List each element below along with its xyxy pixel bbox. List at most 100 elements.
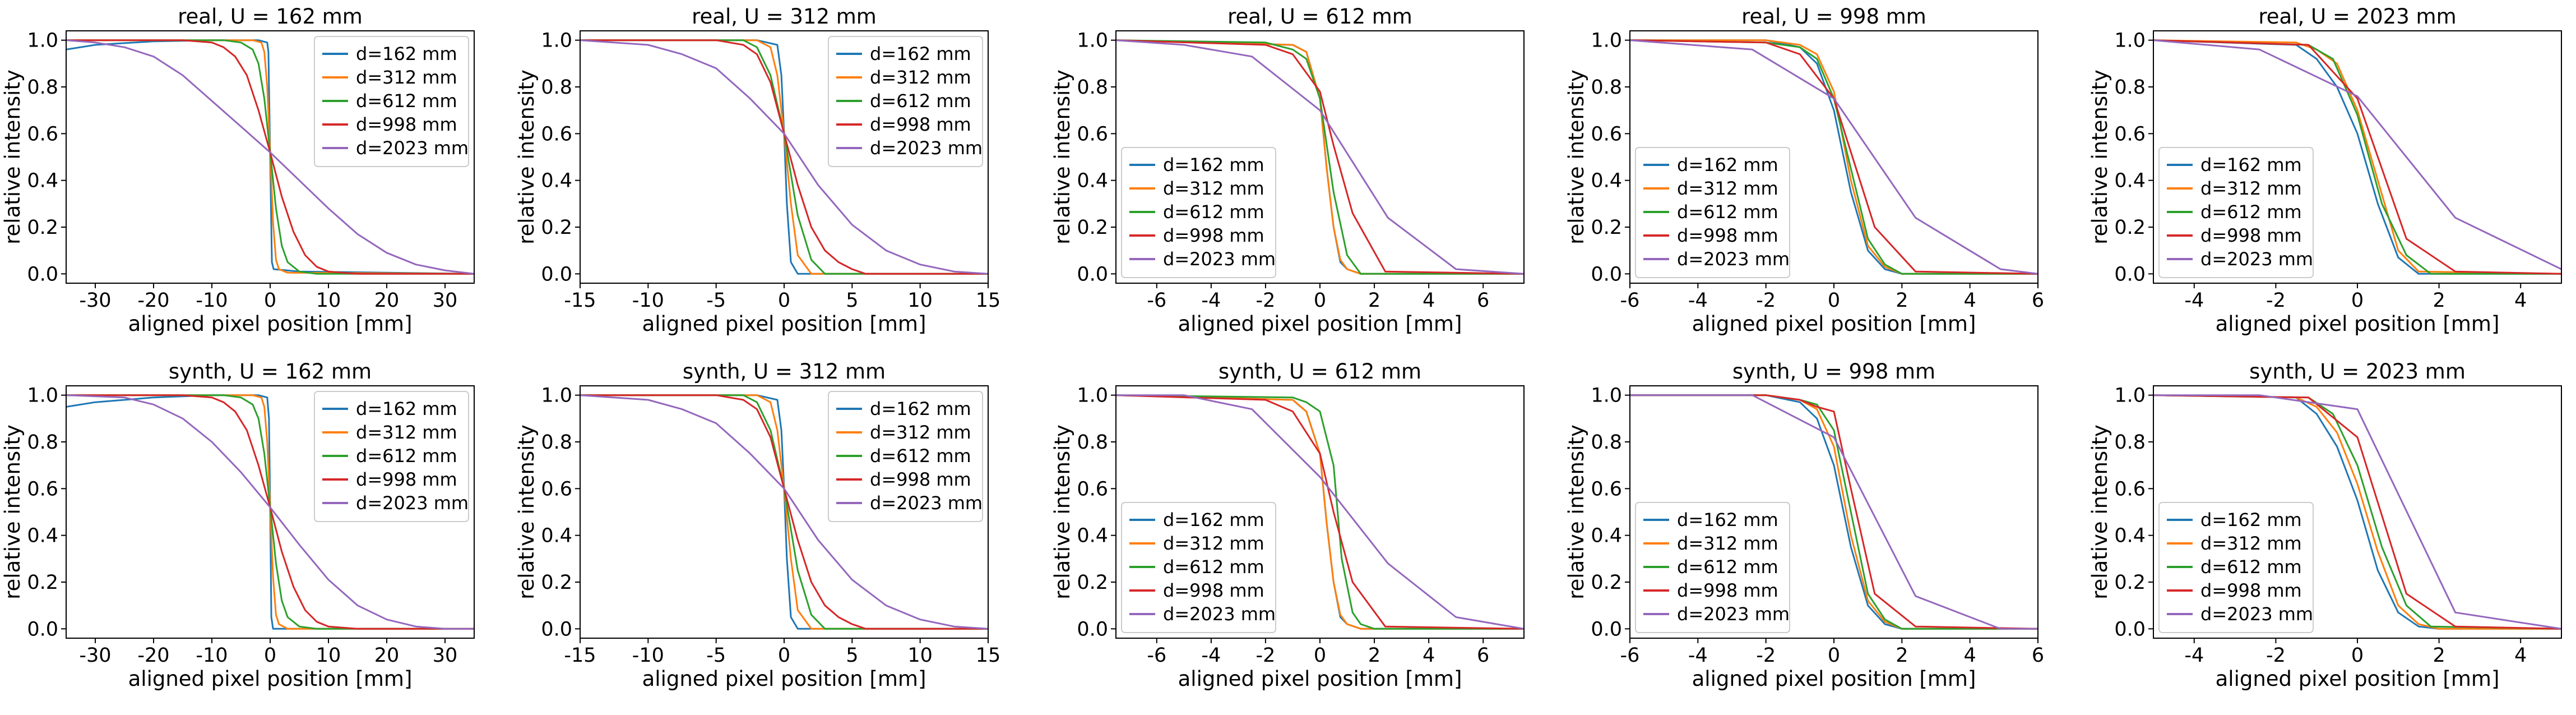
legend-entry: d=312 mm xyxy=(836,422,971,443)
legend-label: d=612 mm xyxy=(1677,556,1778,578)
x-tick-label: -15 xyxy=(564,644,596,667)
legend-entry: d=998 mm xyxy=(1643,580,1778,601)
y-tick-label: 0.8 xyxy=(2114,431,2146,454)
y-tick-label: 0.2 xyxy=(27,216,58,239)
y-tick-label: 1.0 xyxy=(27,30,58,52)
series-line xyxy=(1116,39,1524,275)
panel-title: synth, U = 998 mm xyxy=(1732,359,1935,384)
legend-entry: d=312 mm xyxy=(1643,533,1778,554)
x-tick-label: 2 xyxy=(2433,289,2445,312)
legend-label: d=162 mm xyxy=(870,398,971,419)
legend-box xyxy=(314,36,469,167)
legend-entry: d=162 mm xyxy=(836,43,971,64)
y-tick-label: 0.8 xyxy=(27,431,58,454)
legend: d=162 mmd=312 mmd=612 mmd=998 mmd=2023 m… xyxy=(1635,502,1790,633)
x-axis-label: aligned pixel position [mm] xyxy=(642,312,926,336)
y-tick-label: 0.4 xyxy=(1591,170,1622,192)
legend-label: d=162 mm xyxy=(870,43,971,64)
series-line xyxy=(2153,39,2561,275)
series-line xyxy=(2153,39,2561,275)
x-tick-label: 20 xyxy=(374,289,400,312)
x-tick-label: -4 xyxy=(2184,289,2204,312)
legend-entry: d=2023 mm xyxy=(322,137,469,159)
subplot-panel: real, U = 612 mm -6 -4 -2 0 2 4 6 0.0 0.2 0.4 0.6 0.… xyxy=(1050,4,1525,336)
series-line xyxy=(1116,394,1524,630)
legend: d=162 mmd=312 mmd=612 mmd=998 mmd=2023 m… xyxy=(1121,147,1276,278)
legend-label: d=612 mm xyxy=(1163,556,1264,578)
y-tick-label: 0.6 xyxy=(27,123,58,145)
x-tick-label: 6 xyxy=(2032,289,2044,312)
y-tick-label: 0.2 xyxy=(2114,571,2146,594)
legend: d=162 mmd=312 mmd=612 mmd=998 mmd=2023 m… xyxy=(2158,147,2314,278)
series-line xyxy=(1116,39,1524,275)
legend-entry: d=998 mm xyxy=(2167,225,2302,246)
series-line xyxy=(1116,394,1524,630)
subplot-panel: real, U = 2023 mm -4 -2 0 2 4 0.0 0.2 0.4 0.6 0.8 1… xyxy=(2088,4,2562,336)
legend-label: d=162 mm xyxy=(356,43,457,64)
y-axis-label: relative intensity xyxy=(515,425,539,599)
subplot-panel: real, U = 162 mm -30 -20 -10 0 10 20 30 0.0 0.2 0.… xyxy=(1,4,475,336)
y-tick-label: 0.0 xyxy=(1077,618,1108,640)
x-tick-label: -5 xyxy=(706,644,726,667)
legend-label: d=998 mm xyxy=(356,469,457,490)
y-tick-label: 0.4 xyxy=(27,170,58,192)
series-line xyxy=(2153,39,2561,270)
series-line xyxy=(66,394,474,630)
x-tick-label: 15 xyxy=(976,644,1001,667)
legend-label: d=2023 mm xyxy=(870,492,983,514)
panel-title: synth, U = 162 mm xyxy=(169,359,372,384)
y-tick-label: 1.0 xyxy=(541,30,572,52)
y-tick-label: 1.0 xyxy=(2114,30,2146,52)
legend-entry: d=612 mm xyxy=(1643,201,1778,223)
y-axis-label: relative intensity xyxy=(1,70,25,245)
legend-entry: d=612 mm xyxy=(2167,201,2302,223)
series-line xyxy=(1630,39,2038,275)
y-tick-label: 0.6 xyxy=(1591,123,1622,145)
x-tick-label: -4 xyxy=(1688,289,1708,312)
legend: d=162 mmd=312 mmd=612 mmd=998 mmd=2023 m… xyxy=(1635,147,1790,278)
legend-entry: d=998 mm xyxy=(1129,580,1264,601)
legend-label: d=998 mm xyxy=(1677,225,1778,246)
x-tick-label: 0 xyxy=(2351,289,2364,312)
y-tick-label: 1.0 xyxy=(1591,30,1622,52)
legend-label: d=612 mm xyxy=(356,445,457,467)
x-tick-label: 2 xyxy=(1368,644,1380,667)
y-tick-label: 0.2 xyxy=(2114,216,2146,239)
legend-label: d=998 mm xyxy=(356,114,457,135)
y-tick-label: 0.2 xyxy=(1077,216,1108,239)
y-tick-label: 0.4 xyxy=(541,525,572,547)
x-axis-label: aligned pixel position [mm] xyxy=(1692,312,1976,336)
series-group xyxy=(66,394,474,630)
x-tick-label: 0 xyxy=(778,644,790,667)
legend-label: d=2023 mm xyxy=(870,137,983,159)
y-axis-label: relative intensity xyxy=(2088,70,2112,245)
y-axis-label: relative intensity xyxy=(1564,425,1588,599)
x-axis-label: aligned pixel position [mm] xyxy=(128,667,413,691)
series-line xyxy=(580,39,988,275)
legend-label: d=162 mm xyxy=(2200,154,2302,176)
x-axis-label: aligned pixel position [mm] xyxy=(1178,312,1462,336)
y-tick-label: 0.0 xyxy=(1077,263,1108,285)
y-tick-label: 0.6 xyxy=(2114,123,2146,145)
y-tick-label: 0.2 xyxy=(1591,571,1622,594)
legend-label: d=998 mm xyxy=(1163,580,1264,601)
legend-entry: d=312 mm xyxy=(1129,178,1264,199)
y-axis-label: relative intensity xyxy=(1,425,25,599)
x-tick-label: -20 xyxy=(137,644,169,667)
legend-label: d=998 mm xyxy=(2200,580,2302,601)
x-tick-label: 4 xyxy=(1964,644,1976,667)
x-tick-label: -6 xyxy=(1147,289,1166,312)
series-group xyxy=(66,39,474,275)
legend-label: d=998 mm xyxy=(1163,225,1264,246)
x-tick-label: 4 xyxy=(2514,289,2527,312)
subplot-panel: synth, U = 162 mm -30 -20 -10 0 10 20 30 0.0 0.2 0… xyxy=(1,359,475,691)
y-tick-label: 0.8 xyxy=(1591,431,1622,454)
legend-label: d=2023 mm xyxy=(2200,603,2313,625)
legend-label: d=612 mm xyxy=(2200,201,2302,223)
x-tick-label: -4 xyxy=(1688,644,1708,667)
legend-label: d=312 mm xyxy=(1677,178,1778,199)
legend-entry: d=312 mm xyxy=(836,67,971,88)
x-tick-label: 10 xyxy=(316,644,341,667)
x-tick-label: -20 xyxy=(137,289,169,312)
y-tick-label: 0.4 xyxy=(1591,525,1622,547)
